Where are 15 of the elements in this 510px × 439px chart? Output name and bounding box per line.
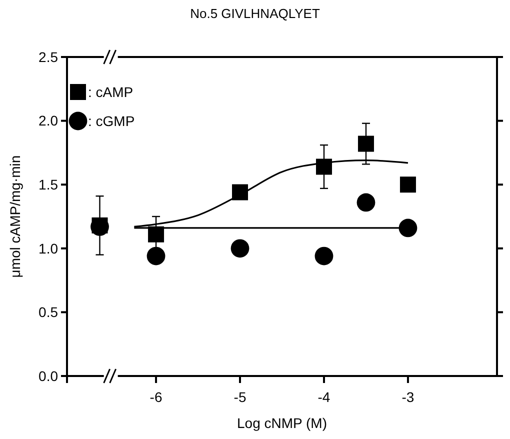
y-tick-label: 1.0 — [38, 240, 58, 256]
x-tick-label: -6 — [150, 389, 162, 405]
legend-label: : cAMP — [88, 84, 134, 100]
x-axis-title: Log cNMP (M) — [237, 415, 327, 431]
y-tick-label: 1.5 — [38, 176, 58, 192]
y-tick-label: 2.0 — [38, 112, 58, 129]
y-axis-title: μmol cAMP/mg·min — [7, 155, 23, 278]
chart-title: No.5 GIVLHNAQLYET — [190, 6, 320, 21]
x-tick-label: -4 — [318, 389, 330, 405]
legend-label: : cGMP — [88, 112, 135, 129]
y-tick-label: 0.0 — [38, 368, 58, 384]
y-tick-label: 2.5 — [38, 48, 58, 65]
x-tick-label: -3 — [402, 389, 414, 405]
x-tick-label: -5 — [234, 389, 246, 405]
y-tick-label: 0.5 — [38, 304, 58, 320]
